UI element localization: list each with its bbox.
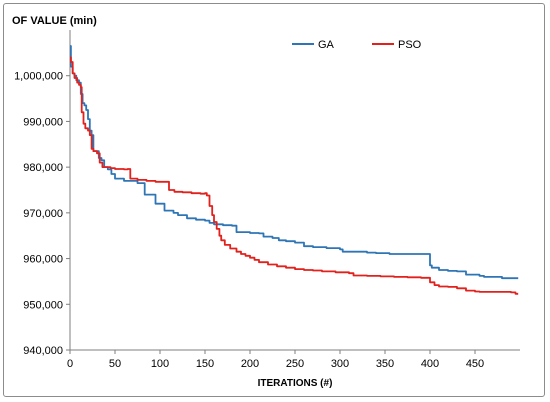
x-tick-label: 300: [331, 358, 349, 370]
y-tick-label: 960,000: [23, 254, 63, 266]
y-tick-label: 940,000: [23, 345, 63, 357]
y-tick-label: 950,000: [23, 299, 63, 311]
x-tick-label: 100: [151, 358, 169, 370]
series-line-pso: [70, 56, 519, 295]
x-tick-label: 350: [376, 358, 394, 370]
series-layer: [70, 45, 519, 295]
axes: 940,000 950,000 960,000 970,000 980,000 990,0…: [14, 30, 520, 370]
y-tick-label: 1,000,000: [14, 71, 63, 83]
y-tick-label: 970,000: [23, 208, 63, 220]
chart-frame: [3, 3, 545, 397]
y-tick-label: 980,000: [23, 162, 63, 174]
x-tick-label: 0: [67, 358, 73, 370]
x-tick-label: 150: [196, 358, 214, 370]
series-line-ga: [70, 45, 519, 280]
x-tick-label: 250: [286, 358, 304, 370]
x-tick-label: 200: [241, 358, 259, 370]
y-tick-label: 990,000: [23, 116, 63, 128]
x-tick-label: 450: [466, 358, 484, 370]
legend: GA PSO: [292, 39, 422, 51]
x-axis-title: ITERATIONS (#): [258, 378, 333, 389]
legend-label-ga: GA: [318, 39, 335, 51]
x-tick-label: 50: [109, 358, 121, 370]
legend-label-pso: PSO: [398, 39, 422, 51]
y-axis-title: OF VALUE (min): [12, 15, 97, 27]
x-tick-label: 400: [421, 358, 439, 370]
